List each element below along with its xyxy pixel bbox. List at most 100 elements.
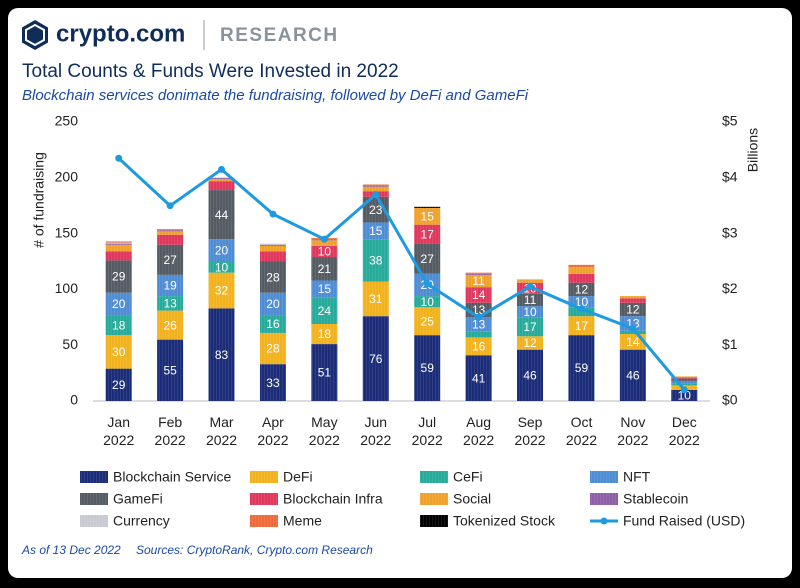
data-label: 24 [318,304,332,318]
bar-segment [362,184,389,186]
bar-segment [568,273,595,283]
data-label: 19 [163,279,177,293]
section: RESEARCH [220,25,339,46]
fund-line [117,157,686,391]
data-label: 21 [318,262,332,276]
bar-segment [157,234,184,245]
bar-segment [414,335,441,401]
data-label: 32 [215,284,229,298]
bar-segment [105,260,132,293]
bar-segment [517,349,544,401]
bar-segment [619,298,646,303]
bar-segment [208,178,235,182]
data-label: 76 [369,352,383,366]
bar-segment [157,244,184,275]
bar-segment [105,241,132,243]
data-label: 33 [266,376,280,390]
legend-label: Blockchain Service [113,469,231,485]
x-tick-label: Dec 2022 [668,414,700,448]
x-tick-label: Oct 2022 [565,414,598,448]
data-label: 28 [266,270,280,284]
fund-point [218,165,226,173]
data-label: 13 [472,318,486,332]
legend-swatch [80,471,108,483]
legend-swatch [250,471,278,483]
data-label: 31 [369,292,383,306]
y-tick-label: 100 [55,280,79,296]
x-tick-label: Apr 2022 [257,414,289,448]
footer-date: As of 13 Dec 2022 [21,543,121,557]
bar-segment [517,317,544,337]
legend-swatch [420,515,448,527]
data-label: 25 [421,314,435,328]
data-label: 83 [215,348,229,362]
legend-label: Social [453,491,491,507]
legend-label: Currency [113,513,170,529]
bar-segment [568,264,595,268]
bar-segment [259,244,286,246]
data-label: 59 [575,361,589,375]
bar-segment [311,323,338,345]
bar-segment [208,181,235,191]
data-label: 12 [523,336,537,350]
data-label: 10 [215,260,229,274]
data-label: 20 [266,297,280,311]
bar-segment [105,244,132,252]
legend-label: Tokenized Stock [453,513,556,529]
bar-segment [517,279,544,283]
x-tick-label: Aug 2022 [463,414,495,448]
brand: crypto.com [56,20,185,47]
bar-segment [259,292,286,316]
bar-segment [671,378,698,381]
y-axis-title: # of fundraising [31,152,47,248]
logo [22,20,48,50]
bar-segment [517,336,544,350]
data-label: 26 [163,318,177,332]
bar-segment [362,222,389,240]
chart-title: Total Counts & Funds Were Invested in 20… [22,61,399,82]
bar-segment [414,224,441,244]
bar-segment [465,331,492,338]
legend-swatch [250,493,278,505]
card [8,8,792,578]
bar-segment [619,349,646,401]
bar-segment [259,243,286,245]
fund-point [166,202,174,210]
bar-segment [157,274,184,297]
bar-segment [157,339,184,401]
bar-segment [568,316,595,336]
data-label: 27 [421,252,435,266]
legend-label: Stablecoin [623,491,688,507]
bar-segment [568,267,595,274]
bar-segment [465,355,492,401]
bar-segment [465,272,492,274]
bar-segment [105,368,132,401]
bar-segment [208,308,235,401]
bar-segment [157,296,184,311]
y-tick-label: 150 [55,224,79,240]
legend-label: NFT [623,469,651,485]
bar-segment [414,206,441,208]
data-label: 59 [421,361,435,375]
x-tick-label: Feb 2022 [154,414,186,448]
bar-segment [465,287,492,303]
bar-segment [465,337,492,356]
bar-segment [517,306,544,318]
data-label: 10 [318,245,332,259]
bar-segment [362,185,389,187]
bar-segment [671,380,698,384]
bar-segment [671,376,698,378]
data-label: 28 [266,342,280,356]
bar-segment [568,296,595,308]
y2-axis-title: Billions [745,128,761,172]
data-label: 27 [163,253,177,267]
y-tick-label: 200 [55,169,79,185]
y2-tick-label: $3 [722,224,738,240]
x-tick-label: Nov 2022 [617,414,649,448]
bar-segment [208,190,235,240]
data-label: 10 [421,295,435,309]
fund-point [577,305,585,313]
y2-tick-label: $2 [722,280,738,296]
x-tick-label: Sep 2022 [514,414,546,448]
